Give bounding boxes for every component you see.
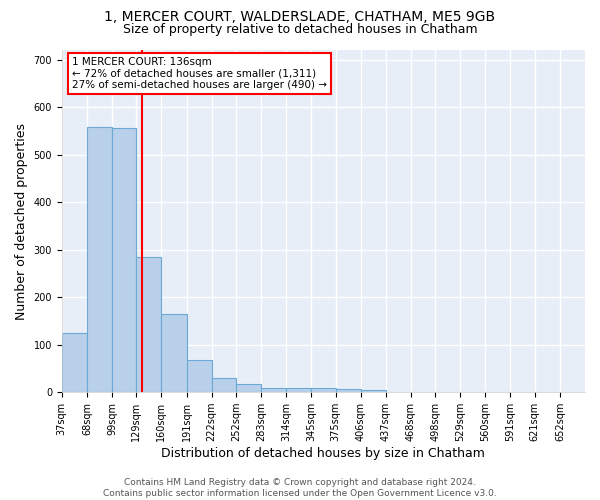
- Bar: [335, 389, 361, 392]
- Bar: [361, 390, 386, 392]
- Bar: [112, 128, 136, 392]
- Text: 1, MERCER COURT, WALDERSLADE, CHATHAM, ME5 9GB: 1, MERCER COURT, WALDERSLADE, CHATHAM, M…: [104, 10, 496, 24]
- Bar: [161, 314, 187, 392]
- Bar: [236, 384, 261, 392]
- Text: Contains HM Land Registry data © Crown copyright and database right 2024.
Contai: Contains HM Land Registry data © Crown c…: [103, 478, 497, 498]
- Bar: [187, 360, 212, 392]
- Bar: [286, 388, 311, 392]
- Text: 1 MERCER COURT: 136sqm
← 72% of detached houses are smaller (1,311)
27% of semi-: 1 MERCER COURT: 136sqm ← 72% of detached…: [72, 57, 327, 90]
- Bar: [62, 333, 87, 392]
- Text: Size of property relative to detached houses in Chatham: Size of property relative to detached ho…: [122, 22, 478, 36]
- Bar: [87, 128, 112, 392]
- Bar: [311, 388, 335, 392]
- Bar: [212, 378, 236, 392]
- X-axis label: Distribution of detached houses by size in Chatham: Distribution of detached houses by size …: [161, 447, 485, 460]
- Bar: [261, 388, 286, 392]
- Bar: [136, 257, 161, 392]
- Y-axis label: Number of detached properties: Number of detached properties: [15, 122, 28, 320]
